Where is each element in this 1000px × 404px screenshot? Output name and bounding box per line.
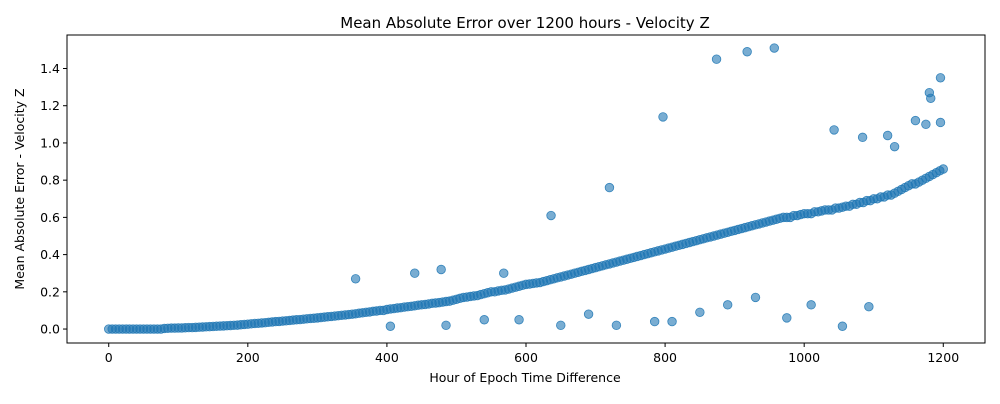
y-tick-label: 0.4: [40, 247, 60, 262]
y-tick-label: 0.8: [40, 173, 60, 188]
y-tick-label: 0.0: [40, 322, 60, 337]
x-tick-label: 0: [105, 350, 113, 365]
data-point: [935, 73, 946, 83]
data-point: [499, 268, 509, 278]
data-point: [667, 316, 677, 327]
data-point: [658, 112, 668, 122]
data-point: [829, 125, 839, 135]
data-point: [889, 141, 900, 152]
data-point: [926, 93, 936, 103]
x-tick-label: 800: [653, 350, 677, 365]
data-point: [350, 274, 361, 284]
data-point: [769, 43, 779, 53]
data-point: [910, 115, 921, 126]
data-point: [556, 320, 566, 331]
y-axis: 0.0 0.2 0.4 0.6 0.8 1.0 1.2 1.4: [40, 61, 67, 337]
data-point: [857, 132, 868, 143]
data-point: [722, 300, 733, 310]
x-tick-label: 600: [514, 350, 538, 365]
x-tick-label: 1200: [927, 350, 959, 365]
data-point: [782, 313, 792, 323]
data-point: [479, 315, 489, 325]
y-tick-label: 1.4: [40, 61, 60, 76]
data-point: [436, 264, 446, 275]
data-point: [935, 117, 946, 128]
x-tick-label: 400: [375, 350, 399, 365]
x-axis: 0 200 400 600 800 1000 1200: [105, 343, 959, 365]
data-point: [441, 320, 451, 331]
x-tick-label: 200: [236, 350, 260, 365]
data-point: [649, 316, 660, 327]
y-tick-label: 0.2: [40, 284, 60, 299]
y-tick-label: 1.2: [40, 98, 60, 113]
y-axis-label: Mean Absolute Error - Velocity Z: [12, 88, 27, 289]
data-points: [104, 43, 948, 334]
plot-frame: [66, 34, 986, 344]
data-point: [837, 321, 848, 331]
data-point: [695, 307, 705, 317]
data-point: [742, 47, 752, 57]
data-point: [385, 321, 396, 331]
data-point: [882, 130, 893, 141]
x-tick-label: 1000: [788, 350, 820, 365]
y-tick-label: 0.6: [40, 210, 60, 225]
chart-title: Mean Absolute Error over 1200 hours - Ve…: [340, 14, 709, 32]
data-point: [935, 166, 945, 176]
data-point: [583, 309, 594, 319]
data-point: [711, 54, 722, 64]
x-axis-label: Hour of Epoch Time Difference: [429, 370, 621, 385]
data-point: [410, 268, 420, 278]
data-point: [750, 292, 761, 303]
data-point: [604, 182, 615, 193]
data-point: [864, 302, 874, 312]
data-point: [921, 119, 931, 130]
data-point: [514, 315, 524, 325]
data-point: [546, 210, 556, 221]
y-tick-label: 1.0: [40, 135, 60, 150]
data-point: [806, 300, 816, 310]
data-point: [611, 320, 622, 331]
